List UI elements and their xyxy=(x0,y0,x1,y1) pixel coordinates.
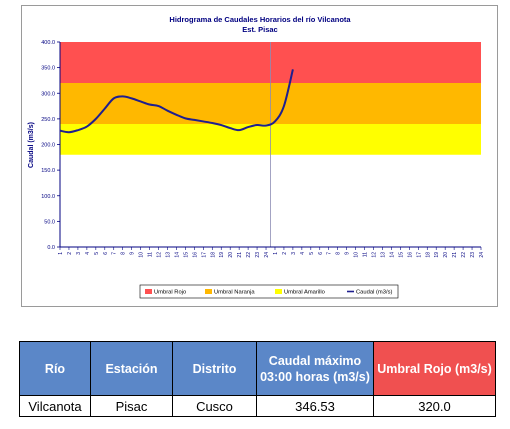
y-tick-label-4: 200.0 xyxy=(41,143,55,149)
x-tick-label-29: 6 xyxy=(318,252,324,255)
x-tick-label-38: 15 xyxy=(398,252,404,258)
x-tick-label-42: 19 xyxy=(434,252,440,258)
cell-caudal-maximo: 346.53 xyxy=(256,395,374,417)
x-tick-label-35: 12 xyxy=(372,252,378,258)
x-tick-label-4: 5 xyxy=(94,252,100,255)
x-tick-label-2: 3 xyxy=(76,252,82,255)
x-tick-label-15: 16 xyxy=(192,252,198,258)
cell-estacion: Pisac xyxy=(90,395,173,417)
x-tick-label-26: 3 xyxy=(291,252,297,255)
x-tick-label-46: 23 xyxy=(470,252,476,258)
x-tick-label-20: 21 xyxy=(237,252,243,258)
x-tick-label-1: 2 xyxy=(67,252,73,255)
series-line-caudal xyxy=(59,69,294,134)
x-tick-label-30: 7 xyxy=(327,252,333,255)
station-summary-table: Río Estación Distrito Caudal máximo 03:0… xyxy=(19,341,496,417)
x-tick-label-18: 19 xyxy=(219,252,225,258)
cell-umbral-rojo: 320.0 xyxy=(373,395,496,417)
x-tick-label-33: 10 xyxy=(354,252,360,258)
table-row: Vilcanota Pisac Cusco 346.53 320.0 xyxy=(19,395,496,417)
x-tick-label-8: 9 xyxy=(130,252,136,255)
x-tick-label-34: 11 xyxy=(363,252,369,257)
legend-box xyxy=(139,284,399,299)
x-tick-label-28: 5 xyxy=(309,252,315,255)
y-tick-label-0: 0.0 xyxy=(47,245,55,251)
x-tick-label-11: 12 xyxy=(157,252,163,258)
x-tick-label-47: 24 xyxy=(479,252,485,258)
x-tick-label-45: 22 xyxy=(461,252,467,258)
x-tick-label-43: 20 xyxy=(443,252,449,258)
legend-swatch-1 xyxy=(205,289,212,294)
x-tick-label-12: 13 xyxy=(165,252,171,258)
y-tick-label-7: 350.0 xyxy=(41,66,55,72)
legend-label-0: Umbral Rojo xyxy=(154,290,186,296)
x-tick-label-23: 24 xyxy=(264,252,270,258)
x-tick-label-22: 23 xyxy=(255,252,261,258)
x-tick-label-36: 13 xyxy=(380,252,386,258)
x-tick-label-3: 4 xyxy=(85,252,91,255)
x-tick-label-37: 14 xyxy=(389,252,395,258)
y-tick-label-6: 300.0 xyxy=(41,91,55,97)
cell-distrito: Cusco xyxy=(172,395,257,417)
x-tick-label-14: 15 xyxy=(183,252,189,258)
chart-title: Hidrograma de Caudales Horarios del río … xyxy=(169,15,351,24)
y-tick-label-3: 150.0 xyxy=(41,168,55,174)
y-tick-label-2: 100.0 xyxy=(41,194,55,200)
header-estacion: Estación xyxy=(90,341,173,396)
legend-label-3: Caudal (m3/s) xyxy=(356,290,392,296)
x-tick-label-40: 17 xyxy=(416,252,422,258)
x-tick-label-44: 21 xyxy=(452,252,458,258)
hydrograph-chart: Hidrograma de Caudales Horarios del río … xyxy=(28,15,485,299)
x-tick-label-9: 10 xyxy=(139,252,145,258)
header-rio: Río xyxy=(19,341,91,396)
x-tick-label-7: 8 xyxy=(121,252,127,255)
x-tick-label-19: 20 xyxy=(228,252,234,258)
x-tick-label-41: 18 xyxy=(425,252,431,258)
x-tick-label-27: 4 xyxy=(300,252,306,255)
x-tick-label-6: 7 xyxy=(112,252,118,255)
chart-container: Hidrograma de Caudales Horarios del río … xyxy=(21,5,498,307)
y-tick-label-1: 50.0 xyxy=(44,219,55,225)
legend-label-1: Umbral Naranja xyxy=(214,290,255,296)
x-tick-label-32: 9 xyxy=(345,252,351,255)
header-caudal-maximo: Caudal máximo 03:00 horas (m3/s) xyxy=(256,341,374,396)
x-tick-label-13: 14 xyxy=(174,252,180,258)
legend-swatch-0 xyxy=(145,289,152,294)
legend-label-2: Umbral Amarillo xyxy=(284,290,325,296)
header-distrito: Distrito xyxy=(172,341,257,396)
x-tick-label-5: 6 xyxy=(103,252,109,255)
legend-swatch-2 xyxy=(275,289,282,294)
cell-rio: Vilcanota xyxy=(19,395,91,417)
x-tick-label-17: 18 xyxy=(210,252,216,258)
table-header-row: Río Estación Distrito Caudal máximo 03:0… xyxy=(19,341,496,396)
x-tick-label-10: 11 xyxy=(148,252,154,257)
x-tick-label-24: 1 xyxy=(273,252,279,255)
x-tick-label-39: 16 xyxy=(407,252,413,258)
y-axis-label: Caudal (m3/s) xyxy=(28,122,35,168)
x-tick-label-31: 8 xyxy=(336,252,342,255)
x-tick-label-21: 22 xyxy=(246,252,252,258)
x-tick-label-0: 1 xyxy=(58,252,64,255)
x-tick-label-25: 2 xyxy=(282,252,288,255)
header-umbral-rojo: Umbral Rojo (m3/s) xyxy=(373,341,496,396)
x-tick-label-16: 17 xyxy=(201,252,207,258)
y-tick-label-8: 400.0 xyxy=(41,40,55,46)
y-tick-label-5: 250.0 xyxy=(41,117,55,123)
chart-subtitle: Est. Pisac xyxy=(242,25,277,34)
